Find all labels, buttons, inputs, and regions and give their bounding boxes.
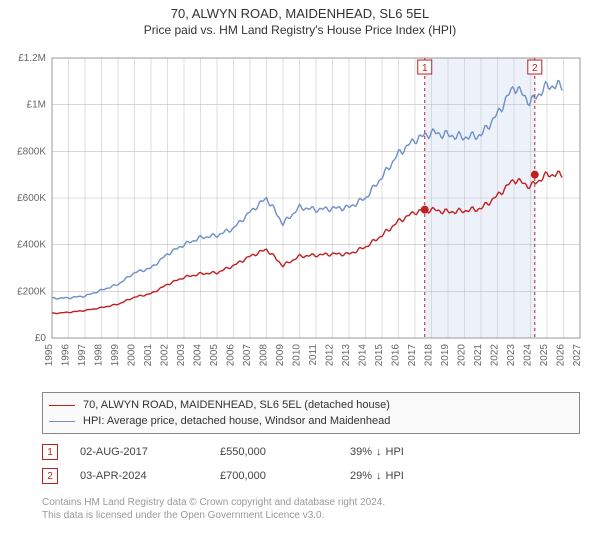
- footer-line2: This data is licensed under the Open Gov…: [42, 509, 582, 522]
- table-row: 2 03-APR-2024 £700,000 29%HPI: [42, 466, 580, 486]
- table-row: 1 02-AUG-2017 £550,000 39%HPI: [42, 442, 580, 462]
- page: 70, ALWYN ROAD, MAIDENHEAD, SL6 5EL Pric…: [0, 0, 600, 560]
- svg-text:2020: 2020: [457, 344, 468, 367]
- svg-text:2012: 2012: [325, 344, 336, 367]
- svg-text:2027: 2027: [572, 344, 583, 367]
- legend-text-property: 70, ALWYN ROAD, MAIDENHEAD, SL6 5EL (det…: [83, 399, 390, 411]
- arrow-down-icon: [372, 470, 386, 482]
- svg-text:1995: 1995: [44, 344, 55, 367]
- arrow-down-icon: [372, 446, 386, 458]
- legend-swatch-property: [49, 405, 75, 406]
- svg-text:2002: 2002: [160, 344, 171, 367]
- title-address: 70, ALWYN ROAD, MAIDENHEAD, SL6 5EL: [0, 6, 600, 21]
- marker-2: 2: [42, 468, 58, 484]
- svg-text:2019: 2019: [440, 344, 451, 367]
- svg-text:£0: £0: [35, 333, 47, 344]
- svg-text:2024: 2024: [523, 344, 534, 367]
- svg-text:1997: 1997: [77, 344, 88, 367]
- svg-text:2026: 2026: [556, 344, 567, 367]
- svg-text:2021: 2021: [473, 344, 484, 367]
- svg-text:2013: 2013: [341, 344, 352, 367]
- marker-1: 1: [42, 444, 58, 460]
- svg-text:2016: 2016: [391, 344, 402, 367]
- legend-text-hpi: HPI: Average price, detached house, Wind…: [83, 415, 390, 427]
- legend-row: 70, ALWYN ROAD, MAIDENHEAD, SL6 5EL (det…: [49, 397, 573, 413]
- svg-text:2017: 2017: [407, 344, 418, 367]
- svg-text:2000: 2000: [127, 344, 138, 367]
- legend: 70, ALWYN ROAD, MAIDENHEAD, SL6 5EL (det…: [42, 392, 580, 434]
- transaction-table: 1 02-AUG-2017 £550,000 39%HPI 2 03-APR-2…: [42, 438, 580, 486]
- svg-text:2008: 2008: [259, 344, 270, 367]
- svg-text:£1.2M: £1.2M: [18, 53, 46, 64]
- svg-text:2005: 2005: [209, 344, 220, 367]
- legend-row: HPI: Average price, detached house, Wind…: [49, 413, 573, 429]
- txn-date: 02-AUG-2017: [80, 446, 220, 458]
- svg-text:2010: 2010: [292, 344, 303, 367]
- txn-pct: 39%HPI: [350, 446, 420, 458]
- title-subtitle: Price paid vs. HM Land Registry's House …: [0, 23, 600, 37]
- txn-date: 03-APR-2024: [80, 470, 220, 482]
- svg-text:1: 1: [422, 63, 428, 74]
- txn-price: £700,000: [220, 470, 350, 482]
- chart-svg: £0 £200K £400K £600K £800K £1M £1.2M 1995 1996 19…: [10, 48, 590, 376]
- svg-text:2006: 2006: [226, 344, 237, 367]
- svg-text:2004: 2004: [193, 344, 204, 367]
- legend-swatch-hpi: [49, 421, 75, 422]
- svg-text:£600K: £600K: [17, 193, 46, 204]
- svg-text:£800K: £800K: [17, 146, 46, 157]
- svg-text:£200K: £200K: [17, 286, 46, 297]
- svg-text:2025: 2025: [539, 344, 550, 367]
- title-block: 70, ALWYN ROAD, MAIDENHEAD, SL6 5EL Pric…: [0, 0, 600, 37]
- svg-text:1998: 1998: [94, 344, 105, 367]
- svg-text:2003: 2003: [176, 344, 187, 367]
- footer-line1: Contains HM Land Registry data © Crown c…: [42, 496, 582, 509]
- svg-text:1999: 1999: [110, 344, 121, 367]
- svg-text:2: 2: [532, 63, 538, 74]
- svg-text:£400K: £400K: [17, 240, 46, 251]
- svg-text:2014: 2014: [358, 344, 369, 367]
- svg-text:2023: 2023: [506, 344, 517, 367]
- svg-text:2022: 2022: [490, 344, 501, 367]
- svg-text:2007: 2007: [242, 344, 253, 367]
- svg-text:2009: 2009: [275, 344, 286, 367]
- svg-text:2011: 2011: [308, 344, 319, 366]
- txn-pct: 29%HPI: [350, 470, 420, 482]
- svg-text:2018: 2018: [424, 344, 435, 367]
- svg-text:2001: 2001: [143, 344, 154, 367]
- svg-text:2015: 2015: [374, 344, 385, 367]
- svg-text:£1M: £1M: [27, 100, 46, 111]
- svg-text:1996: 1996: [61, 344, 72, 367]
- txn-price: £550,000: [220, 446, 350, 458]
- footer: Contains HM Land Registry data © Crown c…: [42, 496, 582, 522]
- chart: £0 £200K £400K £600K £800K £1M £1.2M 1995 1996 19…: [10, 48, 590, 376]
